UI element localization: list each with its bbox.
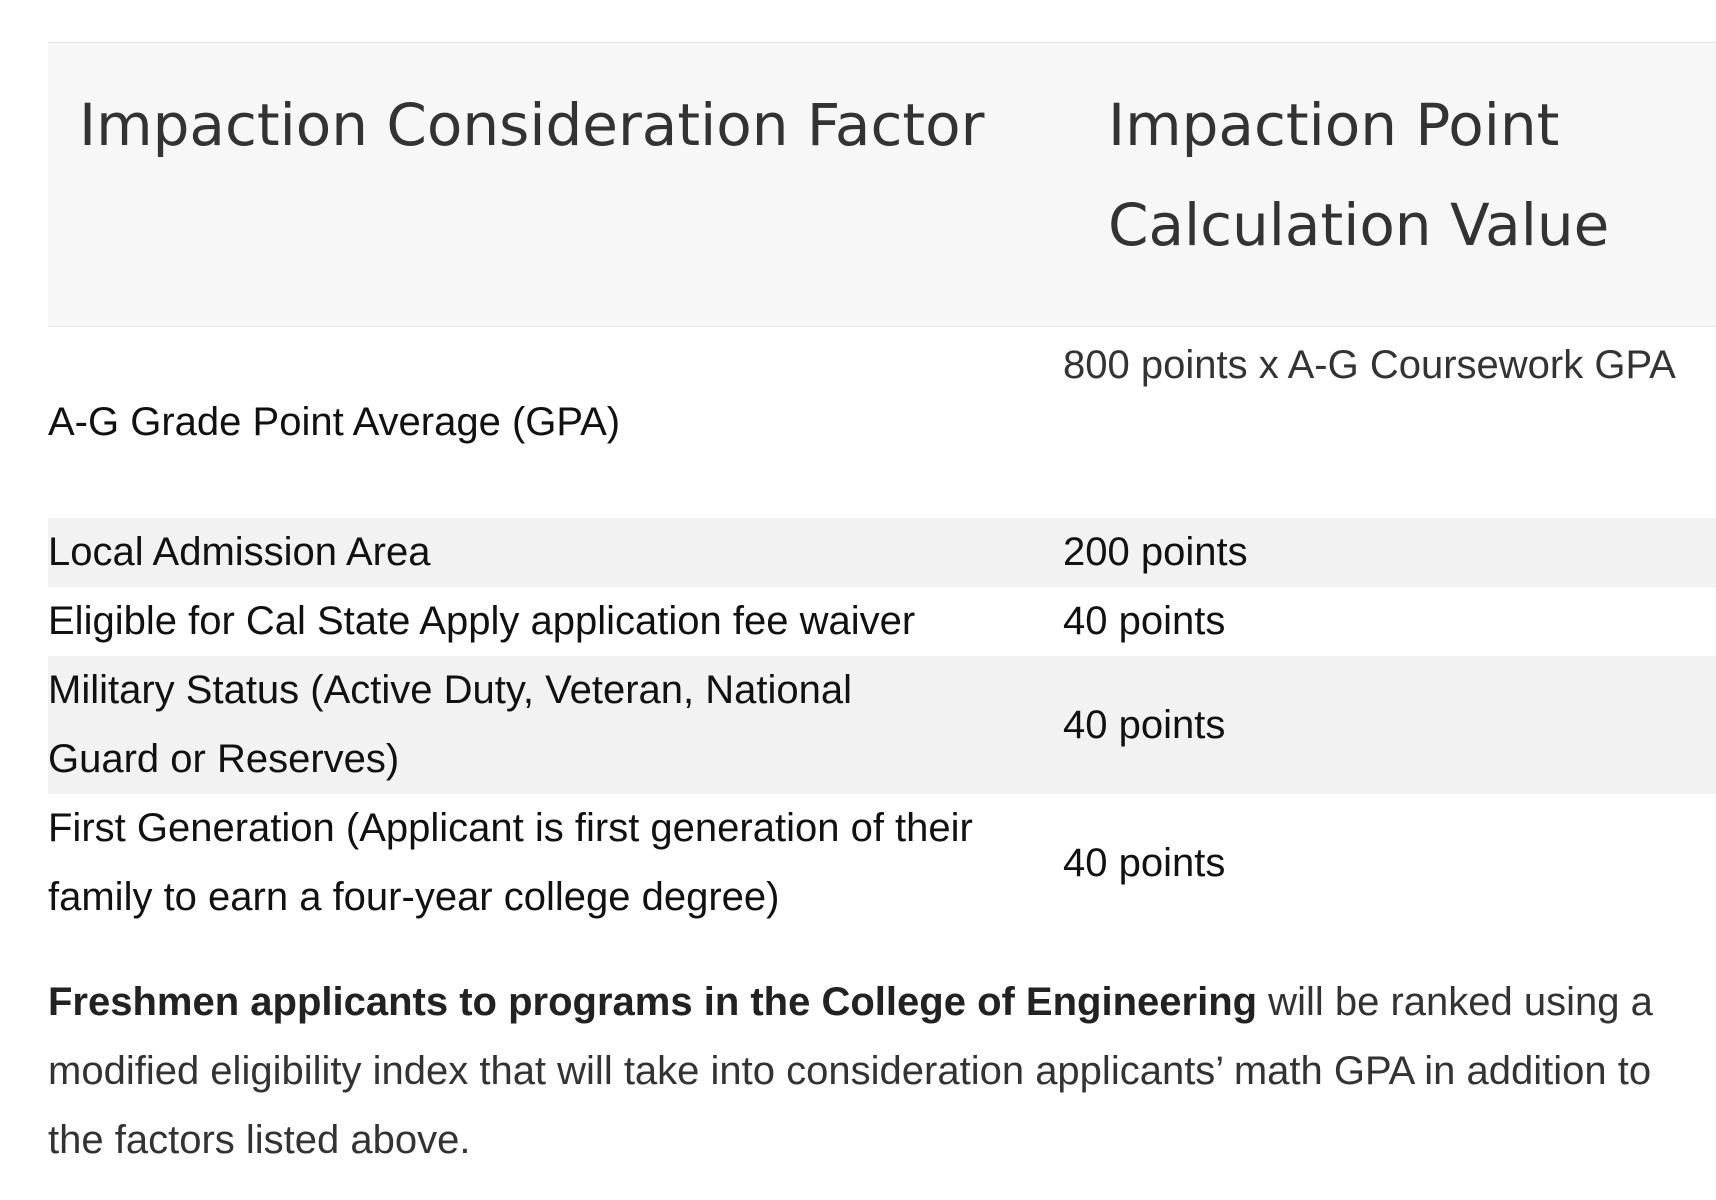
factor-cell: A-G Grade Point Average (GPA): [48, 400, 621, 444]
table-row: A-G Grade Point Average (GPA) 800 points…: [48, 327, 1716, 519]
table-row: First Generation (Applicant is first gen…: [48, 794, 1716, 932]
note-emphasis: Freshmen applicants to programs in the C…: [48, 980, 1258, 1024]
table-row: Military Status (Active Duty, Veteran, N…: [48, 656, 1716, 794]
value-cell: 40 points: [1063, 702, 1226, 747]
engineering-note: Freshmen applicants to programs in the C…: [48, 968, 1668, 1175]
content-area: Impaction Consideration Factor Impaction…: [48, 42, 1716, 932]
impaction-points-table: Impaction Consideration Factor Impaction…: [48, 42, 1716, 932]
factor-cell: Military Status (Active Duty, Veteran, N…: [48, 668, 853, 781]
note-text: will be ranked using a modified eligibil…: [48, 980, 1653, 1162]
header-point-value: Impaction Point Calculation Value: [1063, 42, 1716, 327]
value-cell: 200 points: [1063, 530, 1248, 574]
table-row: Local Admission Area 200 points: [48, 518, 1716, 587]
factor-cell: Eligible for Cal State Apply application…: [48, 599, 916, 643]
header-factor: Impaction Consideration Factor: [48, 42, 1063, 327]
value-cell: 40 points: [1063, 599, 1226, 643]
value-cell: 800 points x A-G Coursework GPA: [1063, 343, 1676, 387]
table-header: Impaction Consideration Factor Impaction…: [48, 42, 1716, 327]
table-row: Eligible for Cal State Apply application…: [48, 587, 1716, 656]
table-header-row: Impaction Consideration Factor Impaction…: [48, 42, 1716, 327]
factor-cell: First Generation (Applicant is first gen…: [48, 806, 973, 919]
value-cell: 40 points: [1063, 840, 1226, 885]
table-body: A-G Grade Point Average (GPA) 800 points…: [48, 327, 1716, 933]
factor-cell: Local Admission Area: [48, 530, 431, 574]
